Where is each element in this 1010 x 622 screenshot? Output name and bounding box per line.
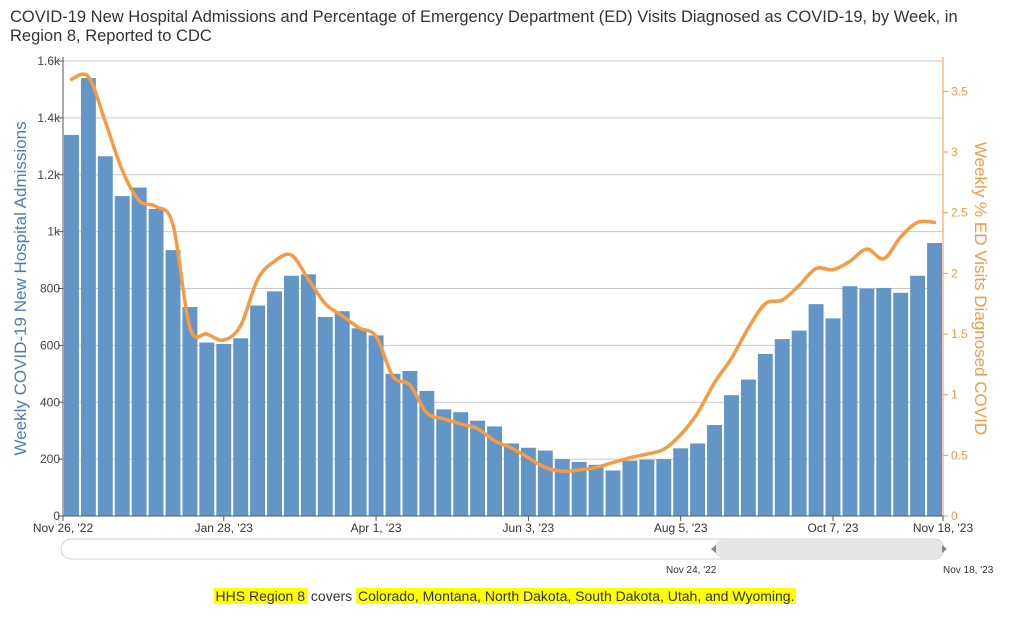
y-left-tick-label: 1k xyxy=(47,225,61,239)
y-right-tick-label: 2 xyxy=(951,266,958,280)
y-right-axis-title: Weekly % ED Visits Diagnosed COVID xyxy=(971,142,990,435)
bar[interactable] xyxy=(300,274,316,516)
bar[interactable] xyxy=(622,460,638,516)
bar[interactable] xyxy=(487,426,502,516)
bar[interactable] xyxy=(537,450,553,516)
bar[interactable] xyxy=(859,288,875,517)
bar[interactable] xyxy=(588,464,604,516)
bar[interactable] xyxy=(402,370,418,516)
region-states: Colorado, Montana, North Dakota, South D… xyxy=(356,588,797,604)
chart-title: COVID-19 New Hospital Admissions and Per… xyxy=(10,8,958,45)
bar[interactable] xyxy=(453,412,469,516)
bar[interactable] xyxy=(436,409,452,516)
x-tick-label: Nov 18, '23 xyxy=(913,521,974,535)
bar[interactable] xyxy=(165,250,181,516)
bar[interactable] xyxy=(605,470,621,517)
bar[interactable] xyxy=(351,328,367,516)
bar[interactable] xyxy=(334,311,350,516)
y-left-tick-label: 1.2k xyxy=(37,168,61,182)
range-navigator[interactable] xyxy=(60,538,947,560)
bar[interactable] xyxy=(385,373,401,516)
x-tick-label: Nov 26, '22 xyxy=(33,521,94,535)
bar[interactable] xyxy=(639,459,655,516)
bar[interactable] xyxy=(470,420,486,516)
bar[interactable] xyxy=(825,318,841,516)
y-left-tick-label: 600 xyxy=(40,338,60,352)
bar[interactable] xyxy=(131,187,147,516)
bar[interactable] xyxy=(842,286,858,516)
bar[interactable] xyxy=(673,448,689,516)
y-left-tick-label: 200 xyxy=(40,452,60,466)
bar[interactable] xyxy=(808,304,824,516)
y-right-tick-label: 3 xyxy=(951,145,958,159)
bar[interactable] xyxy=(317,316,333,516)
bar[interactable] xyxy=(64,134,79,516)
y-right-tick-label: 1.5 xyxy=(951,327,968,341)
bar[interactable] xyxy=(250,305,266,516)
bar[interactable] xyxy=(419,390,435,516)
y-right-tick-label: 0.5 xyxy=(951,448,968,462)
bar-series-admissions[interactable] xyxy=(64,78,942,516)
bar[interactable] xyxy=(284,275,299,516)
navigator-left-handle-icon[interactable] xyxy=(711,545,716,553)
bar[interactable] xyxy=(757,353,773,516)
bar[interactable] xyxy=(571,461,587,516)
bar[interactable] xyxy=(182,306,198,516)
bar[interactable] xyxy=(791,330,807,516)
y-left-tick-label: 400 xyxy=(40,395,60,409)
line-series-ed-visits[interactable] xyxy=(69,72,937,473)
navigator-right-handle-icon[interactable] xyxy=(942,545,947,553)
y-left-axis-title: Weekly COVID-19 New Hospital Admissions xyxy=(11,121,30,455)
bar[interactable] xyxy=(893,292,909,516)
bar[interactable] xyxy=(233,338,249,516)
x-tick-label: Jan 28, '23 xyxy=(195,521,254,535)
region-footnote: HHS Region 8 covers Colorado, Montana, N… xyxy=(0,588,1010,604)
y-left-tick-label: 800 xyxy=(40,282,60,296)
y-right-tick-label: 0 xyxy=(951,509,958,523)
bar[interactable] xyxy=(114,196,130,516)
bar[interactable] xyxy=(267,291,282,516)
bar[interactable] xyxy=(876,287,892,516)
bar[interactable] xyxy=(148,208,164,516)
bar[interactable] xyxy=(656,459,672,516)
footnote-connector: covers xyxy=(310,588,353,604)
region-name: HHS Region 8 xyxy=(213,588,308,604)
bar[interactable] xyxy=(199,342,215,516)
bar[interactable] xyxy=(554,459,570,516)
x-tick-label: Oct 7, '23 xyxy=(808,521,859,535)
bar[interactable] xyxy=(97,156,113,516)
bar[interactable] xyxy=(740,379,756,517)
bar[interactable] xyxy=(80,78,96,516)
bar[interactable] xyxy=(504,443,519,516)
bar[interactable] xyxy=(927,243,942,516)
bar[interactable] xyxy=(774,339,790,516)
bar[interactable] xyxy=(707,425,722,516)
bar[interactable] xyxy=(724,395,739,516)
bar[interactable] xyxy=(910,275,926,516)
x-tick-label: Jun 3, '23 xyxy=(503,521,555,535)
y-left-tick-label: 0 xyxy=(53,509,60,523)
bar[interactable] xyxy=(216,343,232,516)
x-tick-label: Apr 1, '23 xyxy=(351,521,402,535)
axes: 0 200 400 600 800 1k 1.2k 1.4k 1.6k 0 0.5 1 1.5 2 2.5 3… xyxy=(11,54,990,535)
bar[interactable] xyxy=(368,335,384,516)
y-left-tick-label: 1.6k xyxy=(37,54,61,68)
ed-visits-line[interactable] xyxy=(69,72,937,473)
range-start-label: Nov 24, '22 xyxy=(666,565,717,576)
bar[interactable] xyxy=(690,443,706,516)
bar[interactable] xyxy=(520,447,536,516)
y-right-tick-label: 3.5 xyxy=(951,84,968,98)
range-end-label: Nov 18, '23 xyxy=(943,565,994,576)
y-left-tick-label: 1.4k xyxy=(37,111,61,125)
x-tick-label: Aug 5, '23 xyxy=(654,521,708,535)
y-right-tick-label: 2.5 xyxy=(951,206,968,220)
y-right-tick-label: 1 xyxy=(951,388,958,402)
navigator-selection[interactable] xyxy=(714,540,944,558)
